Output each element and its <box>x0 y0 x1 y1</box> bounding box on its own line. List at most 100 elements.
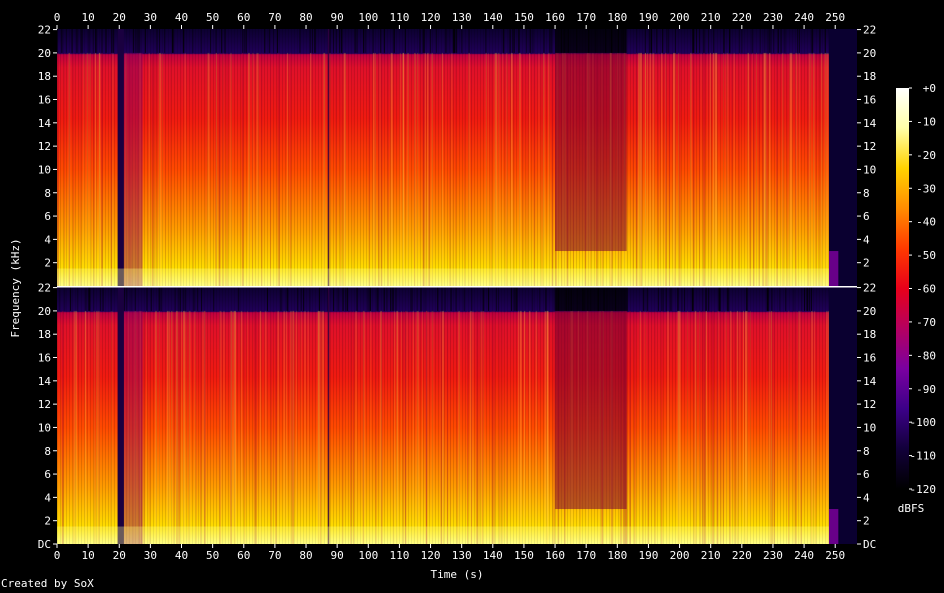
y-tick-label-left: 18 <box>38 328 51 341</box>
y-tick-label-left: 2 <box>44 515 51 528</box>
x-tick-label-top: 100 <box>358 11 378 24</box>
y-tick-label-right: 8 <box>863 445 870 458</box>
y-tick-label-left: 10 <box>38 421 51 434</box>
y-tick-label-left: 6 <box>44 210 51 223</box>
y-tick-label-right: 22 <box>863 24 876 37</box>
x-tick-label-bottom: 70 <box>268 549 281 562</box>
channel-separator <box>57 286 857 288</box>
x-tick-label-top: 200 <box>670 11 690 24</box>
colorbar-tick-label: -120 <box>910 483 937 496</box>
y-tick-label-left: 22 <box>38 24 51 37</box>
y-tick-label-right: 14 <box>863 117 877 130</box>
x-tick-label-bottom: 190 <box>639 549 659 562</box>
x-tick-label-bottom: 10 <box>82 549 95 562</box>
x-tick-label-bottom: 140 <box>483 549 503 562</box>
x-tick-label-bottom: 40 <box>175 549 188 562</box>
y-tick-label-right: 22 <box>863 282 876 295</box>
x-tick-label-top: 170 <box>576 11 596 24</box>
y-tick-label-left: 14 <box>38 117 52 130</box>
x-tick-label-bottom: 0 <box>54 549 61 562</box>
x-tick-label-bottom: 60 <box>237 549 250 562</box>
y-tick-label-right: DC <box>863 538 876 551</box>
y-tick-label-left: DC <box>38 538 51 551</box>
y-tick-label-left: 4 <box>44 491 51 504</box>
y-tick-label-right: 2 <box>863 257 870 270</box>
colorbar-tick-label: -40 <box>916 216 936 229</box>
x-tick-label-bottom: 220 <box>732 549 752 562</box>
end-fade <box>828 287 857 544</box>
y-tick-label-left: 6 <box>44 468 51 481</box>
x-tick-label-bottom: 130 <box>452 549 472 562</box>
x-tick-label-bottom: 50 <box>206 549 219 562</box>
x-tick-label-bottom: 150 <box>514 549 534 562</box>
y-tick-label-left: 20 <box>38 47 51 60</box>
x-tick-label-top: 80 <box>299 11 312 24</box>
x-tick-label-top: 10 <box>82 11 95 24</box>
y-tick-label-right: 4 <box>863 491 870 504</box>
y-tick-label-left: 8 <box>44 187 51 200</box>
colorbar-tick-label: -20 <box>916 149 936 162</box>
y-tick-label-right: 12 <box>863 140 876 153</box>
transient-line <box>327 29 330 286</box>
y-tick-label-left: 10 <box>38 163 51 176</box>
x-tick-label-top: 250 <box>825 11 845 24</box>
x-tick-label-top: 230 <box>763 11 783 24</box>
colorbar-label: dBFS <box>898 502 925 515</box>
end-fade <box>828 29 857 286</box>
colorbar-tick-label: -30 <box>916 182 936 195</box>
y-tick-label-right: 18 <box>863 328 876 341</box>
y-tick-label-right: 6 <box>863 468 870 481</box>
x-tick-label-top: 20 <box>113 11 126 24</box>
y-tick-label-right: 12 <box>863 398 876 411</box>
y-tick-label-right: 10 <box>863 421 876 434</box>
x-tick-label-top: 50 <box>206 11 219 24</box>
y-axis-label: Frequency (kHz) <box>9 238 22 337</box>
x-tick-label-bottom: 180 <box>607 549 627 562</box>
x-tick-label-top: 140 <box>483 11 503 24</box>
x-tick-label-bottom: 170 <box>576 549 596 562</box>
y-tick-label-left: 2 <box>44 257 51 270</box>
y-tick-label-left: 16 <box>38 352 51 365</box>
y-tick-label-left: 12 <box>38 398 51 411</box>
colorbar-tick-label: -10 <box>916 115 936 128</box>
colorbar-tick-label: -70 <box>916 316 936 329</box>
colorbar-tick-label: -110 <box>910 450 937 463</box>
silence-gap <box>117 287 124 544</box>
y-tick-label-left: 20 <box>38 305 51 318</box>
y-tick-label-left: 18 <box>38 70 51 83</box>
x-tick-label-top: 110 <box>389 11 409 24</box>
y-tick-label-right: 10 <box>863 163 876 176</box>
y-tick-label-left: 12 <box>38 140 51 153</box>
x-tick-label-bottom: 160 <box>545 549 565 562</box>
y-tick-label-right: 18 <box>863 70 876 83</box>
y-tick-label-left: 16 <box>38 94 51 107</box>
colorbar-tick-label: -100 <box>910 416 937 429</box>
x-tick-label-top: 40 <box>175 11 188 24</box>
x-tick-label-bottom: 240 <box>794 549 814 562</box>
credit-text: Created by SoX <box>1 577 94 590</box>
colorbar-tick-label: -80 <box>916 349 936 362</box>
y-tick-label-left: 14 <box>38 375 52 388</box>
x-tick-label-bottom: 110 <box>389 549 409 562</box>
y-tick-label-right: 16 <box>863 94 876 107</box>
x-axis-label: Time (s) <box>431 568 484 581</box>
silence-gap <box>117 29 124 286</box>
x-tick-label-top: 190 <box>639 11 659 24</box>
transient-line <box>327 287 330 544</box>
x-tick-label-top: 130 <box>452 11 472 24</box>
channel-1-spectrogram <box>57 29 858 286</box>
channel-2-spectrogram <box>57 287 858 544</box>
x-tick-label-bottom: 20 <box>113 549 126 562</box>
x-tick-label-bottom: 120 <box>421 549 441 562</box>
x-tick-label-bottom: 90 <box>331 549 344 562</box>
x-tick-label-bottom: 250 <box>825 549 845 562</box>
y-tick-label-left: 22 <box>38 282 51 295</box>
x-tick-label-bottom: 100 <box>358 549 378 562</box>
x-tick-label-bottom: 30 <box>144 549 157 562</box>
colorbar-tick-label: -50 <box>916 249 936 262</box>
x-tick-label-bottom: 230 <box>763 549 783 562</box>
y-tick-label-right: 4 <box>863 233 870 246</box>
x-tick-label-top: 120 <box>421 11 441 24</box>
x-tick-label-top: 210 <box>701 11 721 24</box>
